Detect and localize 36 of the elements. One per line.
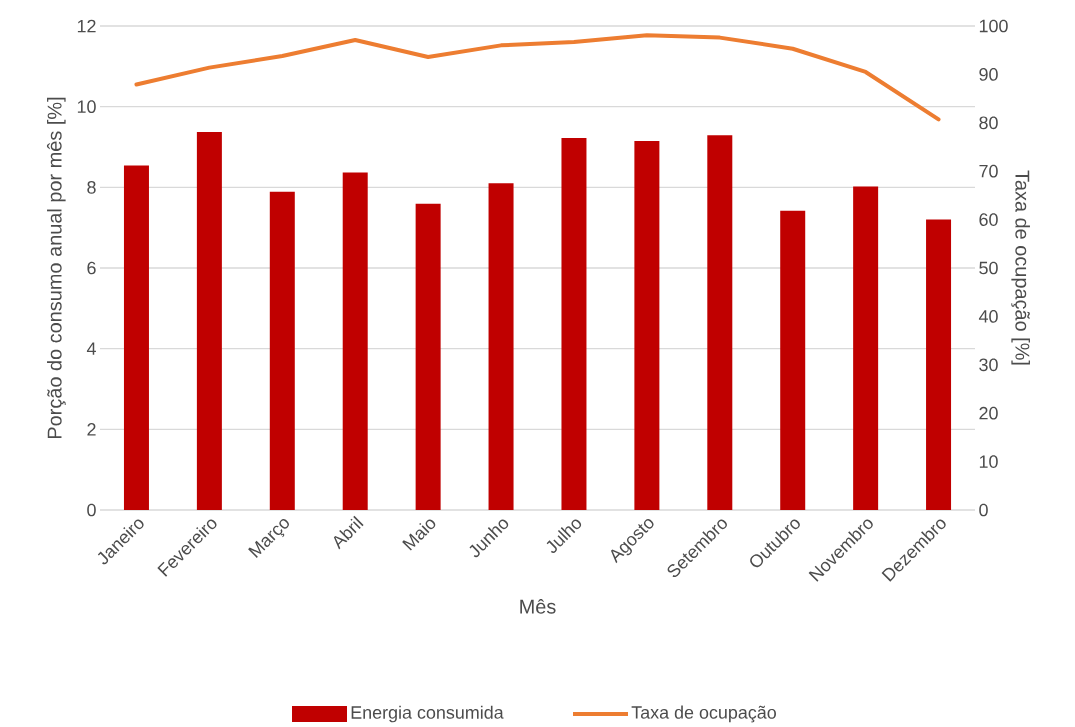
y-tick-label: 0 (87, 503, 96, 517)
y-tick-label: 2 (87, 423, 96, 436)
bar (707, 135, 733, 510)
y2-tick-label: 70 (979, 164, 998, 178)
bar (269, 191, 295, 510)
bar (488, 183, 514, 510)
bar (196, 132, 222, 510)
legend-label: Taxa de ocupação (631, 705, 776, 723)
bar (561, 138, 587, 510)
bar (415, 203, 441, 510)
y2-tick-label: 90 (979, 68, 998, 81)
y2-tick-label: 0 (979, 503, 988, 517)
line-series (134, 33, 941, 122)
y2-tick-label: 20 (979, 406, 998, 420)
x-axis-title: Mês (520, 599, 556, 614)
y2-tick-label: 10 (979, 455, 998, 468)
y-axis-title: Porção do consumo anual por mês [%] (46, 97, 66, 439)
y-tick-label: 8 (87, 180, 96, 194)
y2-axis-title: Taxa de ocupação [%] (1011, 170, 1030, 365)
y-tick-label: 6 (87, 261, 96, 275)
y2-tick-label: 30 (979, 358, 998, 372)
y2-tick-label: 40 (978, 310, 998, 323)
y-tick-label: 10 (77, 100, 96, 114)
bar (780, 210, 806, 510)
bar (634, 140, 660, 510)
y2-tick-label: 50 (979, 261, 998, 275)
bar (123, 165, 149, 510)
y2-tick-label: 100 (979, 19, 1008, 33)
y-tick-label: 4 (86, 342, 96, 355)
bar (342, 172, 368, 510)
legend-label: Energia consumida (351, 705, 504, 723)
y2-tick-label: 80 (979, 116, 998, 130)
bar (853, 186, 879, 510)
bar (926, 219, 952, 510)
y-tick-label: 12 (77, 19, 96, 33)
y2-tick-label: 60 (979, 213, 998, 226)
